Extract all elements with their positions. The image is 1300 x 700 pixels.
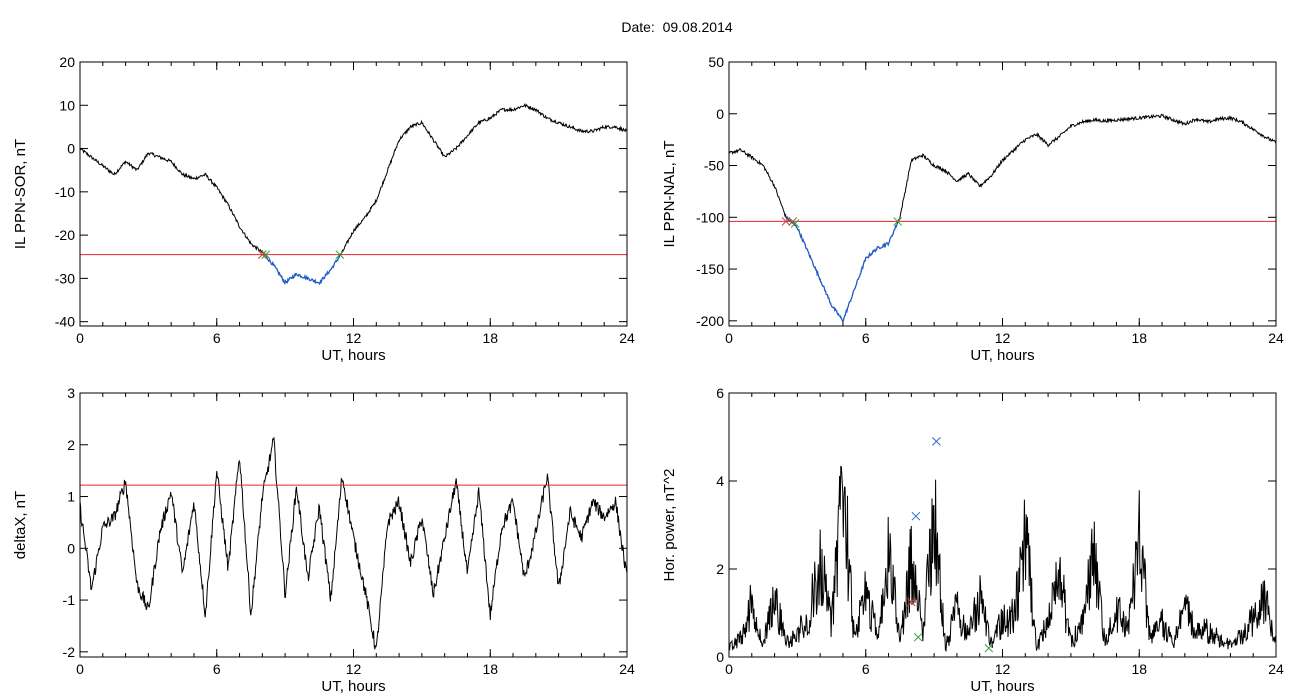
plot-frame xyxy=(728,61,1277,327)
highlight-segment xyxy=(261,250,341,285)
panel-nal: 0 6 12 18 24 50 0 -50 -100 -150 -200 UT, hours IL PP… xyxy=(661,54,1284,364)
marker-green xyxy=(984,643,994,653)
y-tick-label: 0 xyxy=(67,141,75,157)
series-line xyxy=(729,465,1276,652)
y-axis-label: IL PPN-NAL, nT xyxy=(661,141,678,248)
x-tick-label: 0 xyxy=(76,661,84,677)
y-tick-label: 2 xyxy=(716,561,724,577)
y-tick-label: -2 xyxy=(63,644,76,660)
marker-red xyxy=(257,250,267,259)
x-tick-label: 12 xyxy=(995,330,1011,346)
panel-deltax: 0 6 12 18 24 3 2 1 0 -1 -2 UT, hours deltaX, nT xyxy=(12,385,635,695)
series-line xyxy=(80,436,627,650)
y-tick-label: 2 xyxy=(67,437,75,453)
series-line xyxy=(729,113,1276,323)
marker-red xyxy=(781,217,791,226)
marker-green xyxy=(790,219,800,228)
series-line xyxy=(80,103,627,285)
x-tick-label: 0 xyxy=(76,330,84,346)
panel-sor: 0 6 12 18 24 20 10 0 -10 -20 -30 -40 UT, hours IL PPN… xyxy=(12,54,635,364)
x-tick-label: 6 xyxy=(862,330,870,346)
y-tick-label: -1 xyxy=(63,592,76,608)
x-tick-label: 12 xyxy=(995,661,1011,677)
marker-green xyxy=(893,217,903,226)
y-tick-label: 20 xyxy=(59,54,75,70)
x-tick-label: 18 xyxy=(1131,330,1147,346)
x-axis-label: UT, hours xyxy=(321,678,385,695)
y-tick-label: -50 xyxy=(704,158,724,174)
y-tick-label: -30 xyxy=(55,270,75,286)
y-tick-label: -150 xyxy=(696,261,724,277)
highlight-segment xyxy=(785,215,898,323)
y-tick-label: 10 xyxy=(59,97,75,113)
x-tick-label: 6 xyxy=(862,661,870,677)
marker-blue xyxy=(911,511,921,521)
x-tick-label: 12 xyxy=(346,661,362,677)
y-tick-label: 6 xyxy=(716,385,724,401)
y-tick-label: 4 xyxy=(716,473,724,489)
x-tick-label: 24 xyxy=(1268,661,1284,677)
y-tick-label: -20 xyxy=(55,227,75,243)
y-tick-label: -200 xyxy=(696,313,724,329)
y-axis-label: deltaX, nT xyxy=(12,491,29,559)
y-tick-label: -40 xyxy=(55,314,75,330)
y-tick-label: 1 xyxy=(67,489,75,505)
x-tick-label: 6 xyxy=(213,330,221,346)
x-tick-label: 12 xyxy=(346,330,362,346)
x-tick-label: 18 xyxy=(1131,661,1147,677)
x-tick-label: 24 xyxy=(619,330,635,346)
plot-frame xyxy=(79,61,628,327)
y-axis-label: IL PPN-SOR, nT xyxy=(12,139,29,249)
figure-title: Date: 09.08.2014 xyxy=(621,19,733,35)
y-tick-label: -100 xyxy=(696,209,724,225)
y-tick-label: 0 xyxy=(716,649,724,665)
marker-red xyxy=(906,597,916,607)
y-tick-label: 50 xyxy=(708,54,724,70)
x-tick-label: 6 xyxy=(213,661,221,677)
x-axis-label: UT, hours xyxy=(970,678,1034,695)
y-tick-label: 0 xyxy=(67,540,75,556)
x-tick-label: 0 xyxy=(725,330,733,346)
marker-green xyxy=(261,250,271,259)
y-tick-label: -10 xyxy=(55,184,75,200)
y-tick-label: 3 xyxy=(67,385,75,401)
marker-blue xyxy=(932,437,941,446)
marker-green xyxy=(335,250,345,259)
x-tick-label: 24 xyxy=(619,661,635,677)
x-tick-label: 18 xyxy=(482,330,498,346)
panel-power: 0 6 12 18 24 6 4 2 0 UT, hours Hor. power, nT^2 xyxy=(661,385,1284,695)
x-tick-label: 24 xyxy=(1268,330,1284,346)
x-axis-label: UT, hours xyxy=(970,347,1034,364)
marker-green xyxy=(913,632,923,642)
y-tick-label: 0 xyxy=(716,106,724,122)
x-tick-label: 18 xyxy=(482,661,498,677)
x-axis-label: UT, hours xyxy=(321,347,385,364)
y-axis-label: Hor. power, nT^2 xyxy=(661,469,678,582)
x-tick-label: 0 xyxy=(725,661,733,677)
